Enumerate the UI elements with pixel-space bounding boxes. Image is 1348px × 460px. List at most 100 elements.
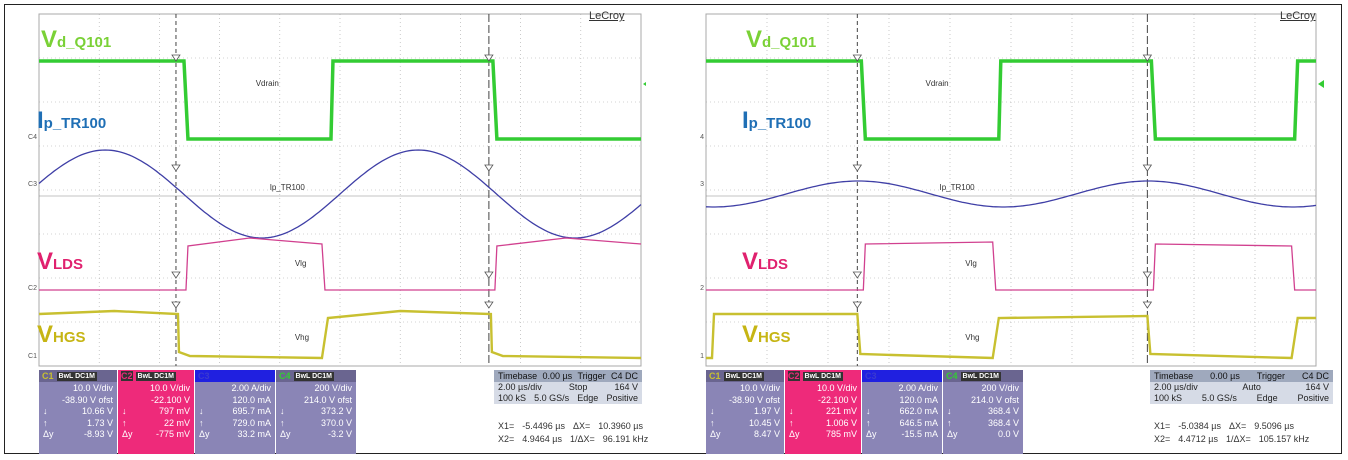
- channel-row: 200 V/div: [280, 383, 352, 395]
- channel-panel-header: C3: [862, 370, 942, 382]
- channel-row: ↓ 797 mV: [122, 406, 190, 418]
- channel-row: Δy -15.5 mA: [866, 429, 938, 441]
- cursor-marker-icon: [852, 301, 863, 309]
- timebase-rate: 5.0 GS/s: [534, 393, 570, 403]
- coupling-tag: BwL DC1M: [56, 371, 97, 381]
- channel-name: C1: [42, 371, 54, 381]
- cursor-measurements: X1= -5.4496 µs ΔX= 10.3960 µs X2= 4.9464 µs 1/…: [498, 420, 648, 446]
- cursor-marker-icon: [171, 271, 181, 279]
- timebase-div: 2.00 µs/div: [1154, 382, 1198, 392]
- label-ip: Ip_TR100: [742, 107, 812, 134]
- row-key: ↑: [947, 417, 952, 428]
- channel-row: ↓ 695.7 mA: [199, 406, 271, 418]
- row-key: ↓: [789, 406, 794, 416]
- channel-row: Δy -8.93 V: [43, 429, 113, 441]
- channel-panel-3[interactable]: C3 2.00 A/div 120.0 mA ↓ 662.0 mA ↑ 646.5 mA Δy…: [862, 370, 942, 454]
- row-key: ↓: [199, 406, 204, 416]
- channel-panel-header: C4 BwL DC1M: [276, 370, 356, 382]
- channel-panel-header: C3: [195, 370, 275, 382]
- channel-row: 214.0 V ofst: [280, 395, 352, 407]
- row-value: 214.0 V ofst: [970, 394, 1019, 405]
- row-key: ↑: [199, 417, 204, 428]
- timebase-title: Timebase: [1154, 371, 1194, 381]
- channel-name: C3: [865, 371, 877, 381]
- row-key: Δy: [122, 429, 133, 439]
- channel-panel-3[interactable]: C3 2.00 A/div 120.0 mA ↓ 695.7 mA ↑ 729.0 mA Δy…: [195, 370, 275, 454]
- trigger-slope: Positive: [1297, 393, 1329, 403]
- cursor-marker-icon: [484, 54, 494, 62]
- freq-label: 1/ΔX=: [1225, 434, 1251, 444]
- series-line-vhg: [38, 309, 642, 360]
- channel-marker-c2: C2: [28, 285, 37, 292]
- row-value: 8.47 V: [753, 429, 780, 439]
- channel-panel-1[interactable]: C1 BwL DC1M 10.0 V/div -38.90 V ofst ↓ 10.66 …: [39, 370, 117, 454]
- cursor-marker-icon: [852, 164, 863, 172]
- channel-row: ↓ 221 mV: [789, 406, 857, 418]
- row-value: 214.0 V ofst: [303, 394, 352, 405]
- row-key: ↑: [710, 417, 715, 428]
- trace-label-ip: Ip_TR100: [270, 183, 306, 192]
- row-value: 785 mV: [825, 429, 857, 439]
- cursor-marker-icon: [1142, 271, 1153, 279]
- channel-marker-c3: C3: [700, 181, 704, 188]
- channel-row: ↓ 368.4 V: [947, 406, 1019, 418]
- trigger-level: 164 V: [1305, 382, 1329, 392]
- row-value: 221 mV: [825, 406, 857, 416]
- figure-frame: C4 C3 C2 C1 Vdrain Ip_TR100 Vlg Vhg LeCroy Vd_Q…: [4, 4, 1342, 454]
- timebase-rate: 5.0 GS/s: [1201, 393, 1237, 403]
- row-value: 2.00 A/div: [231, 383, 271, 393]
- timebase-trigger-panel[interactable]: Timebase 0.00 µs Trigger C4 DC 2.00 µs/div Au…: [1150, 370, 1333, 404]
- channel-row: -22.100 V: [789, 395, 857, 407]
- trigger-channel: C4 DC: [1301, 371, 1329, 381]
- channel-panel-1[interactable]: C1 BwL DC1M 10.0 V/div -38.90 V ofst ↓ 1.97 V…: [706, 370, 784, 454]
- channel-panel-4[interactable]: C4 BwL DC1M 200 V/div 214.0 V ofst ↓ 373.2 V ↑…: [276, 370, 356, 454]
- channel-row: 120.0 mA: [199, 395, 271, 407]
- label-vd: Vd_Q101: [41, 26, 112, 53]
- channel-panel-2[interactable]: C2 BwL DC1M 10.0 V/div -22.100 V ↓ 221 mV ↑ 1.0…: [785, 370, 861, 454]
- x1-label: X1=: [498, 421, 515, 431]
- row-value: 10.0 V/div: [149, 383, 190, 393]
- channel-row: ↓ 10.66 V: [43, 406, 113, 418]
- row-value: 33.2 mA: [237, 429, 271, 439]
- timebase-row: 100 kS 5.0 GS/s Edge Positive: [494, 393, 642, 404]
- channel-panel-2[interactable]: C2 BwL DC1M 10.0 V/div -22.100 V ↓ 797 mV ↑ 22 …: [118, 370, 194, 454]
- row-value: 22 mV: [163, 417, 190, 428]
- channel-panel-4[interactable]: C4 BwL DC1M 200 V/div 214.0 V ofst ↓ 368.4 V ↑…: [943, 370, 1023, 454]
- row-value: 10.0 V/div: [816, 383, 857, 393]
- row-value: -15.5 mA: [901, 429, 938, 439]
- row-key: ↓: [43, 406, 48, 416]
- channel-row: ↑ 22 mV: [122, 418, 190, 430]
- timebase-offset: 0.00 µs: [1210, 371, 1240, 381]
- label-vd: Vd_Q101: [746, 26, 817, 53]
- row-value: -8.93 V: [83, 429, 113, 439]
- waveform-display-right: C4 C3 C2 C1 Vdrain Ip_TR100 Vlg Vhg: [700, 13, 1324, 367]
- row-value: 662.0 mA: [899, 406, 938, 416]
- channel-row: ↑ 1.73 V: [43, 418, 113, 430]
- series-line-vdrain: [39, 59, 641, 141]
- channel-row: ↑ 646.5 mA: [866, 418, 938, 430]
- series-line-vdrain: [706, 59, 1316, 141]
- channel-marker-c3: C3: [28, 181, 37, 188]
- row-value: 200 V/div: [981, 383, 1019, 393]
- row-value: 10.66 V: [81, 406, 113, 416]
- row-value: 200 V/div: [314, 383, 352, 393]
- trace-label-vhg: Vhg: [295, 333, 309, 342]
- channel-panel-header: C4 BwL DC1M: [943, 370, 1023, 382]
- timebase-div: 2.00 µs/div: [498, 382, 542, 392]
- row-key: ↑: [43, 417, 48, 428]
- channel-row: Δy 8.47 V: [710, 429, 780, 441]
- timebase-samples: 100 kS: [498, 393, 527, 403]
- cursor-measurements: X1= -5.0384 µs ΔX= 9.5096 µs X2= 4.4712 µs 1/Δ…: [1154, 420, 1309, 446]
- channel-marker-c4: C4: [700, 134, 704, 141]
- coupling-tag: BwL DC1M: [293, 371, 334, 381]
- trace-label-vlg: Vlg: [965, 259, 977, 268]
- timebase-samples: 100 kS: [1154, 393, 1183, 403]
- row-value: 729.0 mA: [232, 417, 271, 428]
- channel-row: 200 V/div: [947, 383, 1019, 395]
- channel-row: ↑ 370.0 V: [280, 418, 352, 430]
- channel-name: C1: [709, 371, 721, 381]
- coupling-tag: BwL DC1M: [960, 371, 1001, 381]
- timebase-trigger-panel[interactable]: Timebase 0.00 µs Trigger C4 DC 2.00 µs/div St…: [494, 370, 642, 404]
- cursor-marker-icon: [171, 301, 181, 309]
- channel-row: ↑ 10.45 V: [710, 418, 780, 430]
